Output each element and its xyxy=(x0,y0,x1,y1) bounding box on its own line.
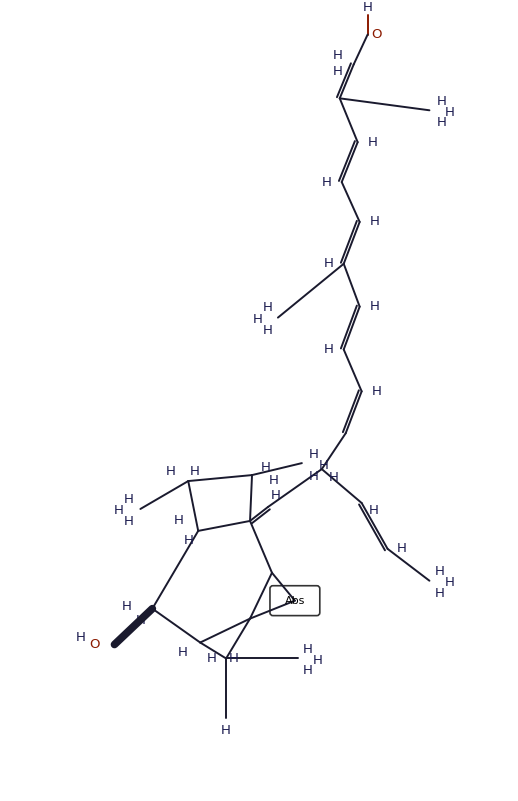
Text: H: H xyxy=(207,652,217,665)
Text: H: H xyxy=(309,448,319,461)
Text: H: H xyxy=(370,215,380,228)
Text: O: O xyxy=(371,28,382,41)
Text: H: H xyxy=(183,534,193,547)
Text: H: H xyxy=(313,654,323,667)
Text: H: H xyxy=(363,1,372,14)
Text: H: H xyxy=(165,465,175,477)
Text: H: H xyxy=(189,465,199,477)
Text: H: H xyxy=(221,724,231,737)
Text: H: H xyxy=(435,566,444,578)
Text: H: H xyxy=(329,470,339,484)
Text: H: H xyxy=(319,459,329,472)
Text: H: H xyxy=(76,631,85,644)
Text: H: H xyxy=(122,600,132,613)
Text: H: H xyxy=(263,324,273,337)
FancyBboxPatch shape xyxy=(270,586,320,616)
Text: H: H xyxy=(303,643,313,656)
Text: H: H xyxy=(444,576,454,590)
Text: H: H xyxy=(444,106,454,119)
Text: H: H xyxy=(372,384,382,398)
Text: H: H xyxy=(333,49,343,62)
Text: H: H xyxy=(437,95,447,108)
Text: H: H xyxy=(269,473,279,486)
Text: H: H xyxy=(123,493,133,506)
Text: H: H xyxy=(177,646,187,659)
Text: O: O xyxy=(89,638,100,651)
Text: H: H xyxy=(437,116,447,129)
Text: H: H xyxy=(324,343,334,356)
Text: H: H xyxy=(368,135,378,149)
Text: H: H xyxy=(113,505,123,517)
Text: H: H xyxy=(135,614,146,627)
Text: H: H xyxy=(271,489,281,501)
Text: H: H xyxy=(324,257,334,270)
Text: H: H xyxy=(261,461,271,473)
Text: H: H xyxy=(123,515,133,529)
Text: H: H xyxy=(253,313,263,326)
Text: H: H xyxy=(322,175,332,188)
Text: H: H xyxy=(174,514,183,527)
Text: H: H xyxy=(370,300,380,313)
Text: Abs: Abs xyxy=(285,596,305,606)
Text: H: H xyxy=(263,301,273,314)
Text: H: H xyxy=(397,542,407,555)
Text: H: H xyxy=(333,65,343,78)
Text: H: H xyxy=(229,652,239,665)
Text: H: H xyxy=(309,469,319,482)
Text: H: H xyxy=(369,505,379,517)
Text: H: H xyxy=(435,587,444,600)
Text: H: H xyxy=(303,664,313,677)
